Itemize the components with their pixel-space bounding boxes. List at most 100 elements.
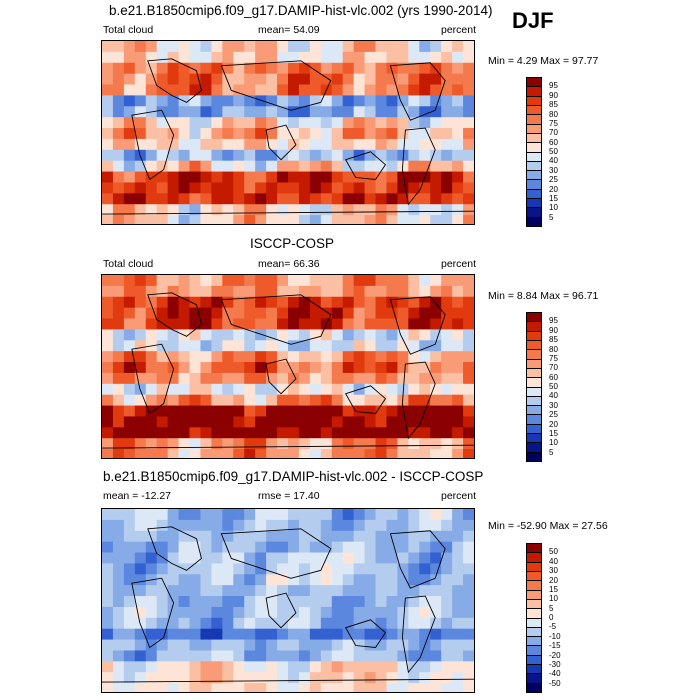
panel-3-map [101,508,475,693]
colorbar-box [527,358,541,368]
panel-3-colorbar [526,543,542,693]
colorbar-tick-label: 0 [549,613,554,622]
colorbar-tick-label: -5 [549,622,557,632]
colorbar-tick-label: 15 [549,193,558,203]
colorbar-box [527,645,541,655]
colorbar-tick-label: 80 [549,109,558,119]
colorbar-box [527,179,541,189]
panel-3-minmax: Min = -52.90 Max = 27.56 [488,520,608,532]
colorbar-box [527,405,541,415]
colorbar-tick-label: 5 [549,603,554,613]
panel-2-mean: mean= 66.36 [258,258,320,270]
colorbar-tick-label: 95 [549,81,558,91]
colorbar-tick-label: 50 [549,547,558,557]
colorbar-tick-label: 80 [549,344,558,354]
colorbar-tick-label: 5 [549,447,554,457]
colorbar-box [527,313,541,322]
colorbar-box [527,170,541,180]
colorbar-tick-label: 25 [549,410,558,420]
colorbar-tick-label: 40 [549,156,558,166]
colorbar-tick-label: 40 [549,556,558,566]
colorbar-box [527,664,541,674]
panel-3-title: b.e21.B1850cmip6.f09_g17.DAMIP-hist-vlc.… [103,469,484,484]
colorbar-box [527,339,541,350]
panel-3-units: percent [441,490,477,502]
colorbar-tick-label: 15 [549,428,558,438]
colorbar-tick-label: -30 [549,659,561,669]
colorbar-tick-label: 70 [549,363,558,373]
colorbar-box [527,433,541,443]
colorbar-box [527,386,541,396]
panel-2-field-label: Total cloud [103,258,154,270]
colorbar-box [527,682,541,692]
colorbar-box [527,654,541,665]
colorbar-tick-label: 60 [549,372,558,382]
colorbar-tick-label: 30 [549,400,558,410]
colorbar-box [527,188,541,199]
panel-2-title: ISCCP-COSP [250,236,335,251]
season-label: DJF [512,8,554,33]
colorbar-tick-label: -10 [549,631,561,641]
colorbar-box [527,198,541,208]
panel-1-mean: mean= 54.09 [258,24,320,36]
colorbar-tick-label: 10 [549,203,558,213]
colorbar-tick-label: 70 [549,128,558,138]
colorbar-box [527,552,541,562]
panel-3-rmse: rmse = 17.40 [258,490,320,502]
colorbar-tick-label: 85 [549,100,558,110]
colorbar-tick-label: 20 [549,184,558,194]
colorbar-tick-label: 90 [549,325,558,335]
colorbar-tick-label: -40 [549,669,561,679]
colorbar-box [527,207,541,217]
colorbar-box [527,86,541,96]
colorbar-tick-label: -20 [549,650,561,660]
colorbar-tick-label: 75 [549,118,558,128]
colorbar-box [527,423,541,434]
colorbar-box [527,321,541,331]
panel-2-units: percent [441,258,477,270]
colorbar-box [527,395,541,406]
colorbar-box [527,673,541,683]
colorbar-tick-label: 50 [549,382,558,391]
colorbar-box [527,104,541,115]
colorbar-tick-label: 95 [549,316,558,326]
colorbar-box [527,114,541,124]
colorbar-tick-label: 20 [549,419,558,429]
colorbar-box [527,608,541,618]
colorbar-box [527,442,541,452]
colorbar-box [527,160,541,171]
colorbar-tick-label: 30 [549,566,558,576]
colorbar-tick-label: 50 [549,147,558,156]
panel-2-minmax: Min = 8.84 Max = 96.71 [488,290,599,302]
colorbar-box [527,598,541,609]
colorbar-tick-label: -50 [549,678,561,688]
colorbar-box [527,414,541,424]
panel-1-title: b.e21.B1850cmip6.f09_g17.DAMIP-hist-vlc.… [109,3,493,18]
colorbar-box [527,636,541,646]
panel-1-map [101,40,475,225]
panel-2-map [101,274,475,459]
colorbar-box [527,626,541,637]
panel-1-field-label: Total cloud [103,24,154,36]
colorbar-tick-label: 85 [549,335,558,345]
panel-1-units: percent [441,24,477,36]
colorbar-box [527,78,541,87]
colorbar-box [527,216,541,226]
colorbar-tick-label: -15 [549,641,561,651]
colorbar-tick-label: 75 [549,353,558,363]
colorbar-box [527,561,541,571]
colorbar-box [527,151,541,161]
colorbar-box [527,95,541,105]
colorbar-box [527,451,541,461]
colorbar-tick-label: 40 [549,391,558,401]
colorbar-box [527,570,541,581]
colorbar-box [527,142,541,152]
colorbar-tick-label: 15 [549,584,558,594]
colorbar-tick-label: 30 [549,165,558,175]
colorbar-tick-label: 5 [549,212,554,222]
panel-1-colorbar [526,77,542,227]
colorbar-box [527,580,541,590]
colorbar-box [527,132,541,143]
colorbar-box [527,544,541,553]
panel-2-colorbar [526,312,542,462]
